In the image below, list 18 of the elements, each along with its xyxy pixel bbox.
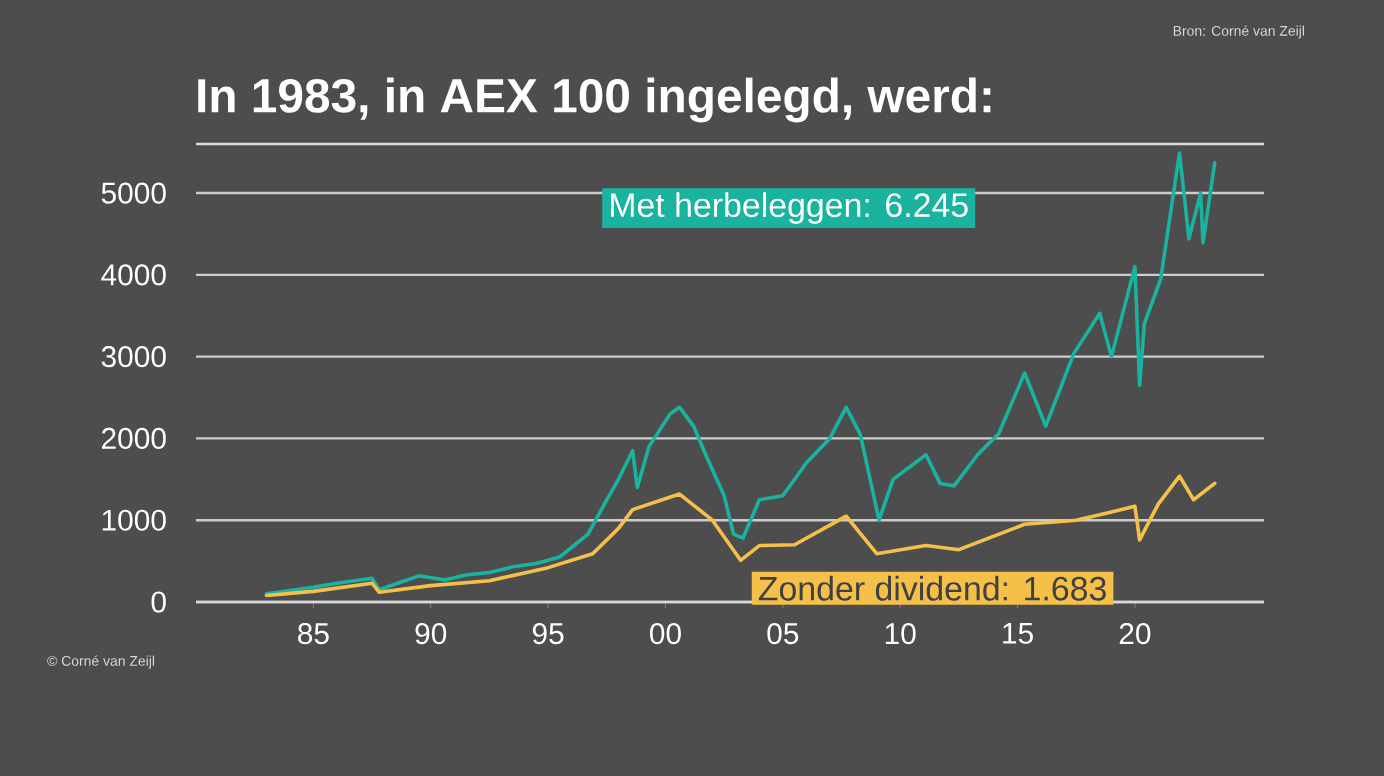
x-tick-label: 00 <box>650 623 681 645</box>
x-tick-label: 15 <box>1003 623 1033 644</box>
y-tick-label: 4000 <box>101 264 166 286</box>
y-tick-label: 3000 <box>101 346 166 368</box>
text: Met herbeleggen: 6.245 <box>611 192 968 224</box>
x-tick-label: 05 <box>767 623 799 645</box>
y-tick-label: 5000 <box>101 182 166 204</box>
series-label: Zonder dividend: 1.683 <box>758 575 1106 601</box>
x-tick-label: 85 <box>298 623 329 645</box>
x-tick-label: 95 <box>532 623 564 645</box>
x-tick-label: 20 <box>1119 623 1151 645</box>
x-tick-label: 90 <box>415 623 447 645</box>
chart-title: In 1983, in AEX 100 ingelegd, werd: <box>198 77 991 123</box>
x-tick-label: 10 <box>885 623 916 645</box>
line-series <box>264 474 1217 598</box>
y-tick-label: 2000 <box>102 427 166 449</box>
y-tick-label: 1000 <box>102 509 166 531</box>
y-tick-label: 0 <box>151 591 166 613</box>
